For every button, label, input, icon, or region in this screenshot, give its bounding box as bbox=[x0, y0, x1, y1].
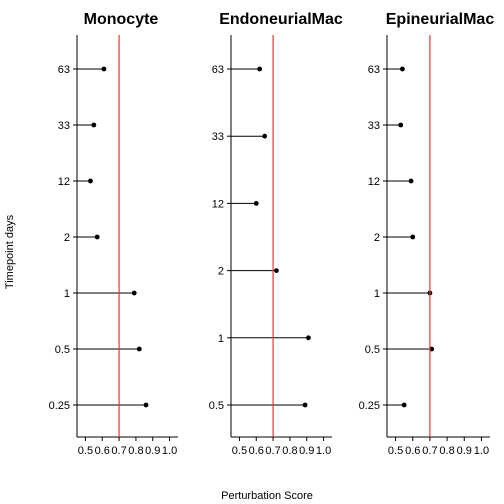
y-tick-label: 0.5 bbox=[365, 344, 380, 356]
x-tick-label: 0.7 bbox=[422, 445, 437, 457]
lollipop-point bbox=[410, 234, 416, 240]
x-tick-label: 0.8 bbox=[128, 445, 143, 457]
y-tick-label: 33 bbox=[212, 131, 224, 143]
x-tick-label: 1.0 bbox=[316, 445, 331, 457]
lollipop-point bbox=[274, 268, 279, 273]
x-tick-label: 1.0 bbox=[162, 445, 177, 457]
lollipop-point bbox=[88, 178, 93, 184]
x-tick-label: 1.0 bbox=[474, 445, 489, 457]
x-tick-label: 0.9 bbox=[145, 445, 160, 457]
y-tick-label: 1 bbox=[64, 288, 70, 300]
y-tick-label: 2 bbox=[64, 232, 70, 244]
y-tick-label: 33 bbox=[368, 120, 380, 132]
y-tick-label: 2 bbox=[218, 266, 224, 278]
lollipop-point bbox=[94, 234, 100, 240]
x-tick-label: 0.5 bbox=[78, 445, 93, 457]
lollipop-point bbox=[408, 178, 414, 184]
y-axis-title: Timepoint days bbox=[4, 214, 16, 289]
lollipop-point bbox=[400, 66, 405, 72]
lollipop-point bbox=[302, 402, 308, 408]
x-axis-title: Perturbation Score bbox=[221, 490, 313, 502]
x-tick-label: 0.9 bbox=[457, 445, 472, 457]
x-tick-label: 0.5 bbox=[388, 445, 403, 457]
x-tick-label: 0.5 bbox=[232, 445, 247, 457]
lollipop-point bbox=[253, 201, 259, 206]
x-tick-label: 0.8 bbox=[282, 445, 297, 457]
y-tick-label: 1 bbox=[374, 288, 380, 300]
lollipop-point bbox=[262, 133, 268, 139]
panel-title: EpineurialMac bbox=[386, 11, 495, 28]
y-tick-label: 12 bbox=[368, 176, 380, 188]
y-tick-label: 33 bbox=[58, 120, 70, 132]
x-tick-label: 0.7 bbox=[265, 445, 280, 457]
x-tick-label: 0.6 bbox=[249, 445, 264, 457]
x-tick-label: 0.9 bbox=[299, 445, 314, 457]
x-tick-label: 0.8 bbox=[439, 445, 454, 457]
y-tick-label: 12 bbox=[58, 176, 70, 188]
lollipop-point bbox=[143, 402, 149, 408]
y-tick-label: 0.25 bbox=[359, 400, 380, 412]
y-tick-label: 0.5 bbox=[55, 344, 70, 356]
x-tick-label: 0.7 bbox=[111, 445, 126, 457]
lollipop-point bbox=[136, 346, 142, 352]
panel-title: EndoneurialMac bbox=[219, 11, 343, 28]
x-tick-label: 0.6 bbox=[95, 445, 110, 457]
y-tick-label: 63 bbox=[368, 64, 380, 76]
lollipop-point bbox=[131, 290, 137, 296]
y-tick-label: 63 bbox=[58, 64, 70, 76]
panel-title: Monocyte bbox=[84, 11, 159, 28]
y-tick-label: 2 bbox=[374, 232, 380, 244]
y-tick-label: 0.25 bbox=[49, 400, 70, 412]
lollipop-point bbox=[257, 66, 263, 72]
lollipop-point bbox=[101, 66, 107, 72]
lollipop-point bbox=[91, 122, 97, 128]
lollipop-point bbox=[401, 402, 407, 408]
lollipop-point bbox=[398, 122, 404, 128]
y-tick-label: 1 bbox=[218, 333, 224, 345]
y-tick-label: 0.5 bbox=[209, 400, 224, 412]
x-tick-label: 0.6 bbox=[405, 445, 420, 457]
y-tick-label: 63 bbox=[212, 64, 224, 76]
y-tick-label: 12 bbox=[212, 198, 224, 210]
lollipop-point bbox=[306, 335, 311, 341]
